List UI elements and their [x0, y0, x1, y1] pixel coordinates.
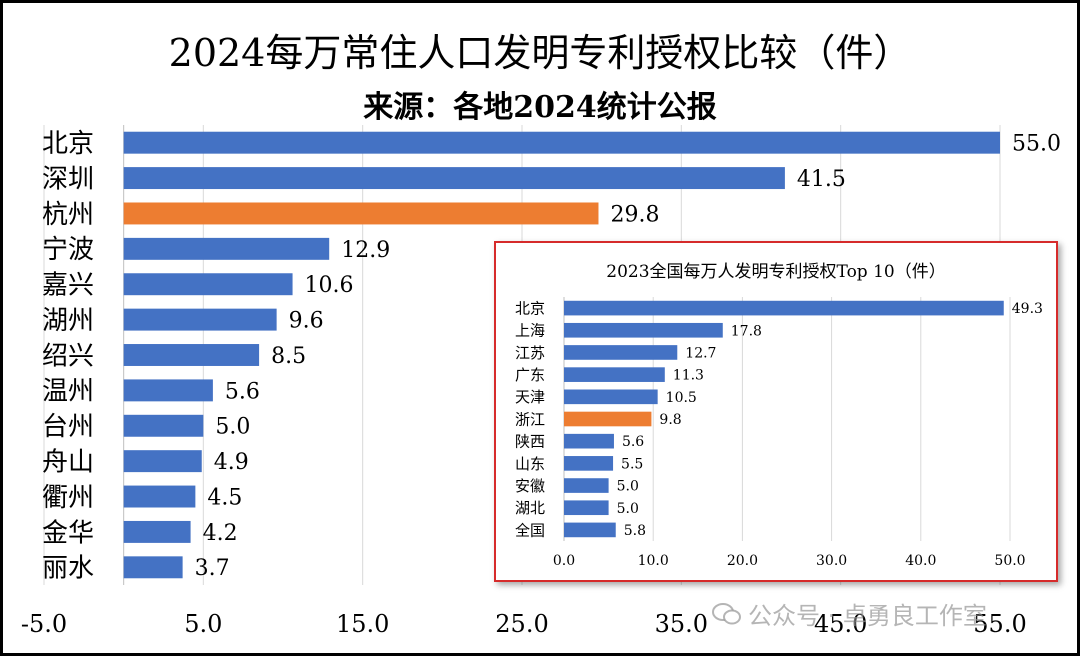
watermark: 公众号 · 卓勇良工作室	[712, 596, 987, 631]
bar	[564, 345, 678, 360]
category-label: 台州	[42, 412, 94, 442]
bar	[123, 202, 599, 225]
data-label: 8.5	[271, 344, 306, 369]
data-label: 5.6	[225, 379, 260, 404]
category-label: 舟山	[42, 448, 94, 478]
x-tick-label: 0.0	[553, 553, 575, 569]
x-tick-label: 30.0	[816, 553, 847, 569]
bar	[123, 414, 204, 437]
x-tick-label: 5.0	[184, 610, 222, 638]
data-label: 49.3	[1012, 301, 1043, 317]
bar	[123, 167, 785, 190]
data-label: 4.5	[207, 485, 242, 510]
x-tick-label: 10.0	[638, 553, 669, 569]
data-label: 10.5	[666, 390, 697, 406]
x-tick-label: 35.0	[655, 610, 708, 638]
category-label: 广东	[515, 366, 545, 384]
bar	[123, 237, 330, 260]
bar	[564, 389, 658, 405]
x-tick-label: 50.0	[994, 553, 1025, 569]
x-tick-label: 20.0	[727, 553, 758, 569]
category-label: 江苏	[515, 344, 545, 362]
category-label: 安徽	[515, 477, 545, 495]
data-label: 5.8	[624, 523, 646, 539]
data-label: 4.2	[203, 521, 238, 546]
category-label: 衢州	[42, 483, 94, 513]
category-label: 全国	[515, 521, 545, 539]
data-label: 5.0	[215, 415, 250, 440]
inset-chart-title: 2023全国每万人发明专利授权Top 10（件）	[606, 262, 946, 282]
watermark-text: 公众号 · 卓勇良工作室	[748, 602, 987, 630]
data-label: 5.5	[621, 456, 643, 472]
x-tick-label: -5.0	[21, 610, 67, 638]
category-label: 宁波	[42, 235, 94, 265]
category-label: 北京	[42, 129, 94, 159]
data-label: 10.6	[305, 273, 354, 298]
bar	[564, 478, 609, 493]
bar	[564, 300, 1004, 316]
x-tick-label: 15.0	[336, 610, 389, 638]
category-label: 北京	[515, 299, 545, 317]
data-label: 5.0	[617, 479, 639, 495]
chart-subtitle: 来源：各地2024统计公报	[363, 90, 717, 125]
chart-title: 2024每万常住人口发明专利授权比较（件）	[168, 31, 912, 75]
category-label: 上海	[515, 322, 545, 340]
inset-chart-panel: 2023全国每万人发明专利授权Top 10（件） 0.0 10.0 20.0 30.0…	[494, 241, 1058, 582]
data-label: 5.0	[617, 501, 639, 517]
category-label: 绍兴	[42, 341, 94, 371]
bar	[564, 322, 723, 338]
bar	[123, 485, 196, 508]
bar	[564, 411, 652, 427]
category-label: 浙江	[515, 410, 545, 428]
bar	[123, 273, 293, 296]
bar	[123, 344, 260, 366]
x-tick-label: 40.0	[905, 553, 936, 569]
data-label: 29.8	[610, 202, 659, 227]
category-label: 杭州	[42, 200, 94, 230]
data-label: 12.9	[341, 238, 390, 263]
x-tick-label: 55.0	[973, 610, 1026, 638]
data-label: 11.3	[673, 368, 704, 384]
data-label: 9.8	[659, 412, 681, 428]
data-label: 3.7	[195, 556, 230, 581]
category-label: 温州	[42, 377, 94, 407]
category-label: 陕西	[515, 433, 545, 451]
wechat-icon	[712, 602, 741, 624]
data-label: 9.6	[289, 309, 324, 334]
bar	[123, 379, 213, 402]
bar	[123, 450, 202, 473]
bar	[123, 308, 277, 331]
bar	[564, 456, 614, 471]
category-label: 深圳	[42, 164, 94, 194]
inset-bar-chart: 0.0 10.0 20.0 30.0 40.0 50.0 北京 49.3 上海 17.8 江苏 12.…	[515, 297, 1043, 569]
category-label: 金华	[42, 518, 94, 548]
data-label: 12.7	[685, 345, 716, 361]
data-label: 41.5	[797, 167, 846, 192]
category-label: 湖北	[515, 499, 545, 517]
category-label: 嘉兴	[42, 271, 94, 301]
data-label: 55.0	[1012, 132, 1061, 157]
data-label: 4.9	[214, 450, 249, 475]
bar	[564, 367, 665, 382]
bar	[123, 131, 1000, 154]
x-tick-label: 25.0	[495, 610, 548, 638]
bar	[564, 522, 616, 538]
data-label: 17.8	[731, 323, 762, 339]
bar	[123, 520, 191, 543]
bar	[564, 433, 614, 449]
category-label: 山东	[515, 455, 545, 473]
category-label: 湖州	[42, 306, 94, 336]
x-tick-label: 45.0	[814, 610, 867, 638]
bar	[123, 556, 183, 579]
bar	[564, 500, 609, 516]
data-label: 5.6	[622, 434, 644, 450]
category-label: 丽水	[42, 554, 94, 584]
category-label: 天津	[515, 388, 545, 406]
